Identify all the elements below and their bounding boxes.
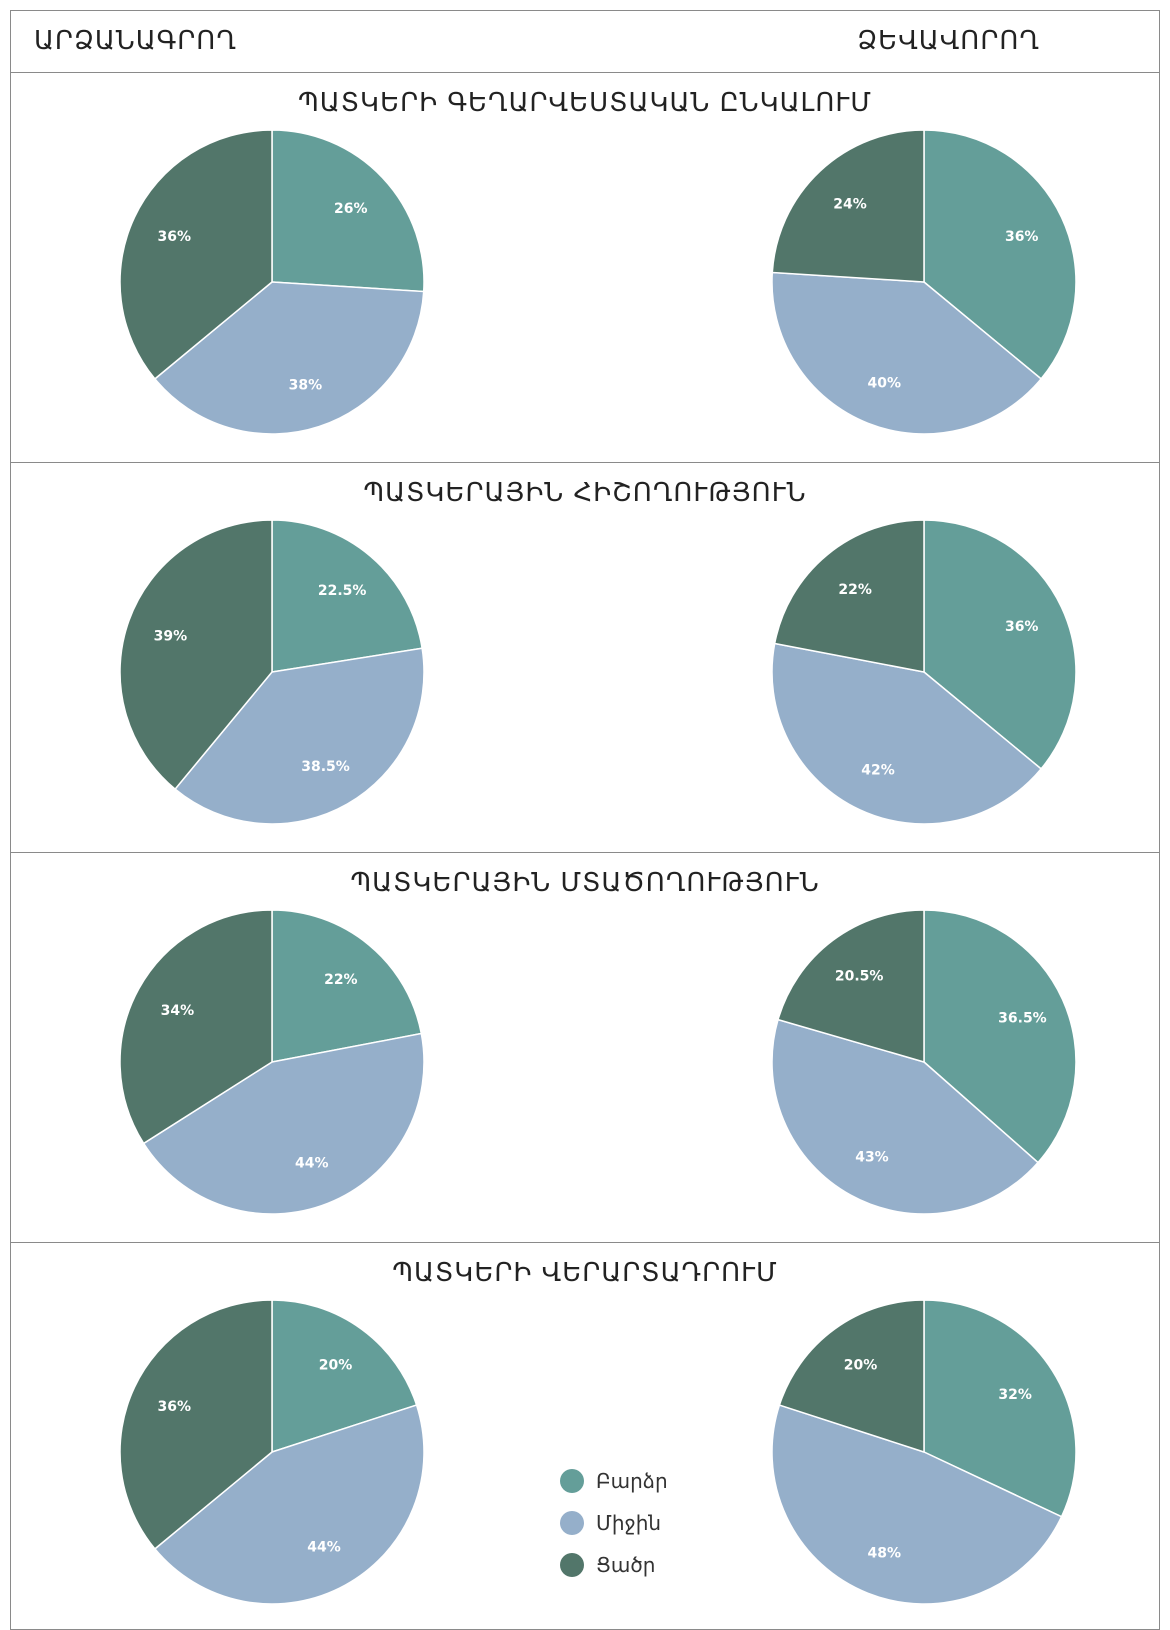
legend: Բարձր Միջին Ցածր [560,1460,668,1586]
data-label: 36% [1005,619,1039,635]
section-title: ՊԱՏԿԵՐԱՅԻՆ ՀԻՇՈՂՈՒԹՅՈՒՆ [363,478,807,508]
slice-high [923,129,1077,380]
divider [10,72,1160,73]
legend-label: Միջին [596,1511,662,1535]
pie-chart: 36% 42% 22% [771,519,1077,825]
data-label: 34% [161,1003,195,1019]
pie-chart: 20% 44% 36% [119,1299,425,1605]
slice-mid [153,281,425,435]
slice-high [923,1299,1077,1518]
data-label: 38% [289,378,323,394]
data-label: 39% [154,628,188,644]
slice-mid [771,271,1043,435]
slice-high [271,129,425,293]
data-label: 20% [319,1358,353,1374]
data-label: 32% [998,1387,1032,1403]
slice-low [119,129,273,380]
slice-low [778,1299,925,1454]
slice-high [271,1299,418,1454]
section-title: ՊԱՏԿԵՐԱՅԻՆ ՄՏԱԾՈՂՈՒԹՅՈՒՆ [350,868,820,898]
slice-low [773,519,925,673]
slice-mid [142,1032,425,1215]
slice-high [923,909,1077,1164]
legend-item-mid: Միջին [560,1502,668,1544]
legend-label: Բարձր [596,1469,668,1493]
data-label: 44% [295,1155,329,1171]
slice-high [271,909,423,1063]
divider [10,462,1160,463]
legend-swatch-high [560,1469,584,1493]
data-label: 44% [307,1540,341,1556]
data-label: 22% [838,582,872,598]
divider [10,1242,1160,1243]
legend-item-high: Բարձր [560,1460,668,1502]
data-label: 38.5% [301,759,350,775]
slice-low [119,1299,273,1550]
data-label: 36% [1005,229,1039,245]
pie-chart: 26% 38% 36% [119,129,425,435]
data-label: 26% [334,201,368,217]
data-label: 36% [158,229,192,245]
pie-chart: 22% 44% 34% [119,909,425,1215]
pie-chart: 36% 40% 24% [771,129,1077,435]
pie-chart: 22.5% 38.5% 39% [119,519,425,825]
slice-high [923,519,1077,770]
slice-low [777,909,925,1063]
data-label: 22% [324,972,358,988]
data-label: 48% [867,1545,901,1561]
section-title: ՊԱՏԿԵՐԻ ՎԵՐԱՐՏԱԴՐՈՒՄ [392,1258,778,1288]
legend-swatch-low [560,1553,584,1577]
data-label: 40% [867,375,901,391]
slice-low [119,909,273,1145]
slice-mid [153,1404,425,1605]
pie-chart: 36.5% 43% 20.5% [771,909,1077,1215]
slice-high [271,519,423,673]
data-label: 42% [861,763,895,779]
legend-label: Ցածր [596,1553,656,1577]
header-left-label: ԱՐՁԱՆԱԳՐՈՂ [34,26,237,56]
data-label: 36.5% [998,1011,1047,1027]
legend-swatch-mid [560,1511,584,1535]
slice-mid [771,1018,1040,1215]
legend-item-low: Ցածր [560,1544,668,1586]
data-label: 20.5% [835,969,884,985]
data-label: 22.5% [318,583,367,599]
slice-low [119,519,273,791]
data-label: 20% [844,1358,878,1374]
data-label: 36% [158,1399,192,1415]
divider [10,852,1160,853]
section-title: ՊԱՏԿԵՐԻ ԳԵՂԱՐՎԵՍՏԱԿԱՆ ԸՆԿԱԼՈՒՄ [297,88,872,118]
slice-mid [771,642,1043,825]
slice-mid [771,1404,1063,1605]
slice-low [771,129,925,283]
data-label: 43% [855,1150,889,1166]
header-right-label: ՁԵՎԱՎՈՐՈՂ [857,26,1040,56]
pie-chart: 32% 48% 20% [771,1299,1077,1605]
slice-mid [174,647,425,825]
data-label: 24% [833,196,867,212]
